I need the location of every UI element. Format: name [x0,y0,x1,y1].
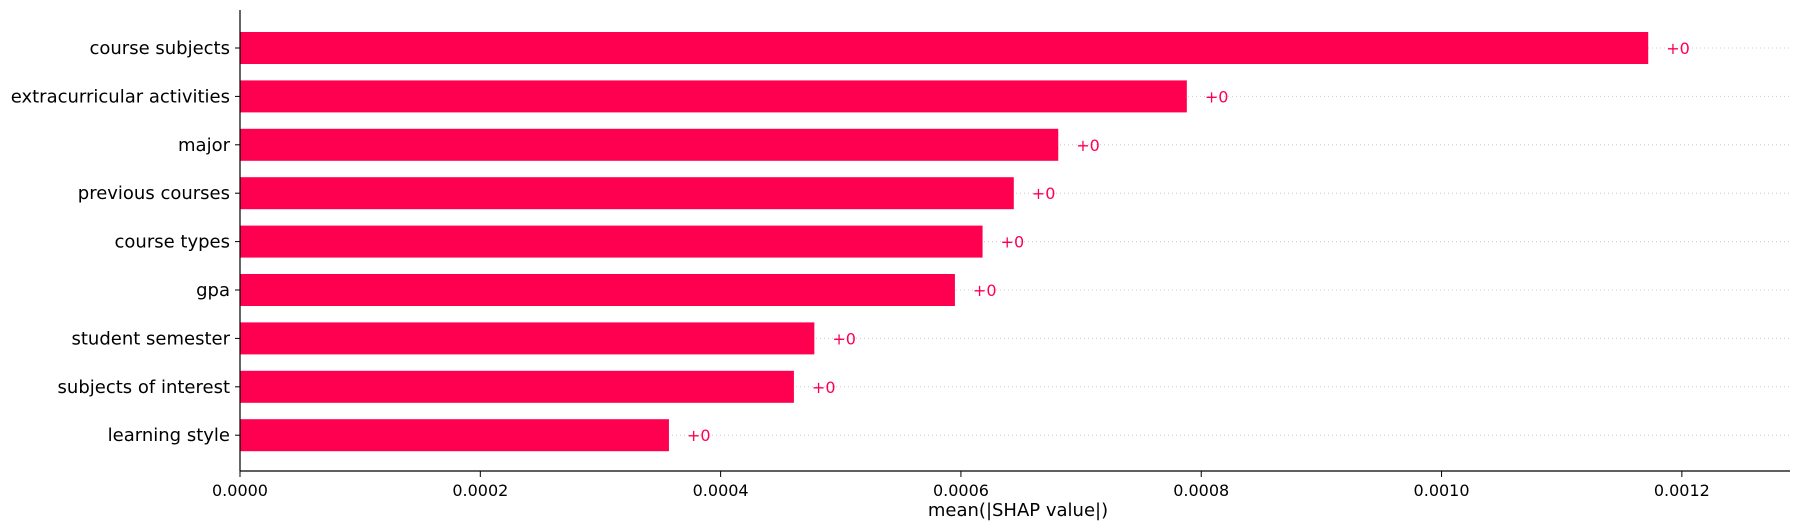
bar [240,80,1187,113]
x-axis-title: mean(|SHAP value|) [928,500,1108,521]
bar-value-label: +0 [812,378,836,397]
category-label: course subjects [89,38,230,59]
bar-value-label: +0 [1666,39,1690,58]
x-tick-label: 0.0006 [933,481,989,500]
category-label: learning style [108,425,230,446]
bar-value-label: +0 [1076,136,1100,155]
category-label: major [178,135,231,156]
x-tick-label: 0.0012 [1654,481,1710,500]
bar-value-label: +0 [832,329,856,348]
x-tick-label: 0.0002 [452,481,508,500]
bar-value-label: +0 [1001,233,1025,252]
bar [240,225,983,258]
axes-group [235,10,1790,472]
x-ticks-group: 0.0000 0.0002 0.0004 0.0006 0.0008 0.0010 0.00… [212,471,1710,500]
category-label: course types [115,232,230,253]
bar [240,128,1059,161]
bar [240,177,1014,210]
bar-value-label: +0 [973,281,997,300]
bar-value-label: +0 [1032,184,1056,203]
bar-value-label: +0 [687,426,711,445]
bar-value-label: +0 [1205,87,1229,106]
x-tick-label: 0.0000 [212,481,268,500]
category-label: gpa [196,280,230,301]
bar [240,370,794,403]
category-label: extracurricular activities [11,86,230,107]
x-tick-label: 0.0008 [1173,481,1229,500]
category-label: subjects of interest [58,377,230,398]
bar [240,274,955,306]
bar [240,419,669,452]
x-tick-label: 0.0010 [1414,481,1470,500]
bar [240,32,1649,64]
category-label: student semester [71,328,230,349]
bar [240,322,815,355]
value-labels-group: +0 +0 +0 +0 +0 +0 +0 +0 +0 [687,39,1690,445]
category-label: previous courses [78,183,230,204]
x-tick-label: 0.0004 [693,481,749,500]
bars-group [240,32,1649,452]
category-labels-group: course subjects extracurricular activitie… [11,38,231,446]
